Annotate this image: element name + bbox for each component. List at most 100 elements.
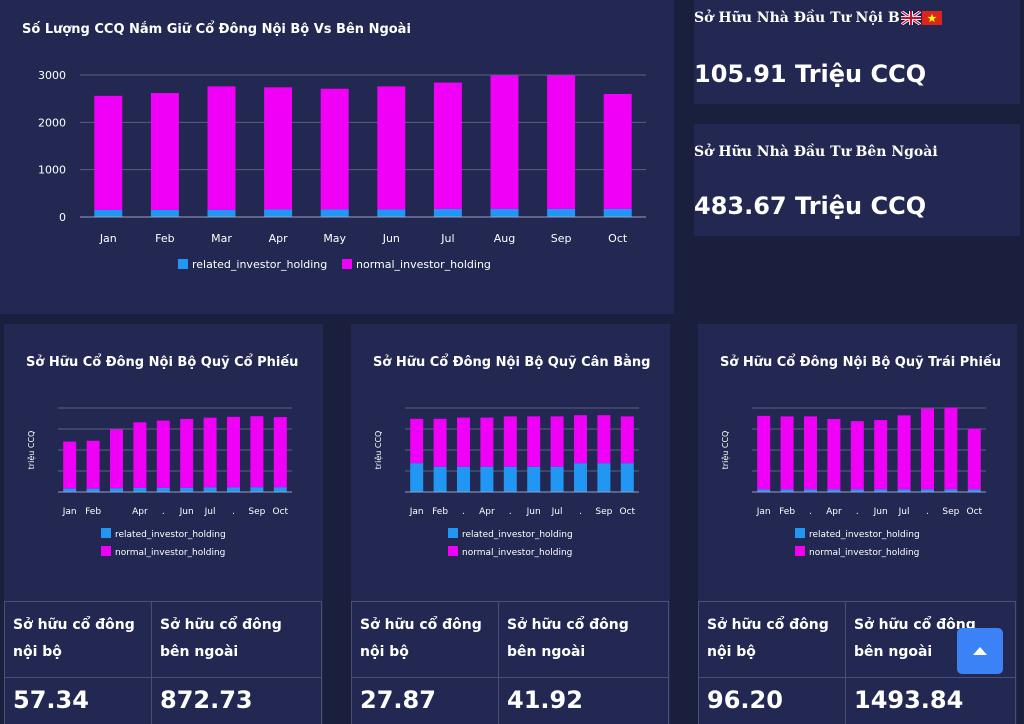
bar-related-jan bbox=[63, 488, 77, 492]
bar-related-oct bbox=[967, 489, 981, 492]
bar-normal-aug bbox=[490, 75, 519, 209]
scroll-to-top-button[interactable] bbox=[957, 628, 1003, 674]
bar-normal-mar bbox=[457, 417, 470, 467]
y-tick-label: 3000 bbox=[38, 69, 66, 82]
y-tick-label: 1000 bbox=[38, 164, 66, 177]
bar-related-feb bbox=[433, 466, 447, 492]
bar-normal-sep bbox=[547, 75, 576, 209]
equity-fund-title: Sở Hữu Cổ Đông Nội Bộ Quỹ Cổ Phiếu bbox=[26, 355, 299, 370]
x-tick-label: Jun bbox=[526, 507, 541, 517]
external-holding-header: Sở hữu cổ đông bên ngoài bbox=[151, 601, 322, 678]
bar-normal-jan bbox=[757, 415, 771, 490]
x-tick-label: Sep bbox=[595, 507, 612, 517]
foreign-holding-label: Sở Hữu Nhà Đầu Tư Bên Ngoài bbox=[694, 144, 938, 160]
bar-related-jul bbox=[203, 487, 217, 492]
bar-related-jan bbox=[757, 489, 771, 492]
legend-label-related: related_investor_holding bbox=[809, 530, 920, 540]
vn-flag-icon bbox=[921, 11, 942, 25]
internal-holding-header: Sở hữu cổ đông nội bộ bbox=[4, 601, 152, 678]
legend-swatch-related bbox=[178, 259, 188, 269]
bar-normal-may bbox=[503, 416, 517, 467]
bar-related-apr bbox=[480, 466, 494, 492]
x-tick-label: Sep bbox=[942, 507, 959, 517]
external-holding-value: 1493.84 bbox=[845, 677, 1016, 724]
bar-normal-jul bbox=[897, 415, 911, 490]
balanced-fund-table: Sở hữu cổ đông nội bộ Sở hữu cổ đông bên… bbox=[351, 601, 669, 724]
legend-label-normal: normal_investor_holding bbox=[115, 548, 225, 558]
bar-related-aug bbox=[921, 489, 934, 492]
x-tick-label: . bbox=[926, 507, 929, 517]
bar-related-feb bbox=[150, 209, 179, 217]
domestic-holding-value: 105.91 Triệu CCQ bbox=[694, 60, 927, 88]
bar-normal-mar bbox=[110, 429, 123, 489]
bar-normal-jul bbox=[433, 82, 462, 209]
domestic-holding-card: Sở Hữu Nhà Đầu Tư Nội B 105.91 Triệu CCQ bbox=[694, 0, 1020, 104]
domestic-holding-label: Sở Hữu Nhà Đầu Tư Nội B bbox=[694, 10, 942, 26]
bar-related-oct bbox=[620, 463, 634, 492]
external-holding-value: 872.73 bbox=[151, 677, 322, 724]
bar-normal-jan bbox=[410, 418, 424, 464]
bar-normal-feb bbox=[150, 92, 179, 210]
x-tick-label: Aug bbox=[494, 232, 515, 245]
x-tick-label: Oct bbox=[608, 232, 628, 245]
bar-normal-aug bbox=[574, 415, 587, 464]
bar-normal-oct bbox=[273, 417, 287, 488]
x-tick-label: Jul bbox=[204, 507, 216, 517]
equity-fund-chart: triệu CCQ Jan Feb Apr. Jun Jul. Sep Oct related_… bbox=[26, 407, 292, 558]
main-chart-title: Số Lượng CCQ Nắm Giữ Cổ Đông Nội Bộ Vs B… bbox=[22, 22, 411, 37]
x-tick-label: Jul bbox=[551, 507, 563, 517]
bond-fund-title: Sở Hữu Cổ Đông Nội Bộ Quỹ Trái Phiếu bbox=[720, 355, 1002, 370]
bar-related-mar bbox=[207, 209, 236, 217]
x-tick-label: Feb bbox=[432, 507, 448, 517]
x-tick-label: Feb bbox=[85, 507, 101, 517]
bar-normal-jun bbox=[874, 420, 888, 490]
internal-holding-value: 27.87 bbox=[351, 677, 499, 724]
x-tick-label: Jul bbox=[898, 507, 910, 517]
legend-label-related: related_investor_holding bbox=[192, 258, 327, 271]
x-tick-label: . bbox=[162, 507, 165, 517]
domestic-holding-label-text: Sở Hữu Nhà Đầu Tư Nội B bbox=[694, 10, 900, 26]
bar-normal-oct bbox=[603, 93, 632, 209]
bar-related-mar bbox=[804, 489, 817, 492]
bar-normal-aug bbox=[921, 408, 934, 490]
x-tick-label: Feb bbox=[155, 232, 174, 245]
main-stacked-bar-chart: 0 1000 2000 3000 Jan Feb Mar Apr May Jun Jul Aug Sep… bbox=[38, 69, 646, 271]
bar-related-may bbox=[503, 466, 517, 492]
bar-related-may bbox=[156, 487, 170, 492]
bar-normal-apr bbox=[133, 422, 147, 488]
legend-label-normal: normal_investor_holding bbox=[356, 258, 491, 271]
x-tick-label: Apr bbox=[132, 507, 148, 517]
bar-normal-apr bbox=[480, 417, 494, 467]
y-tick-label: 0 bbox=[59, 211, 66, 224]
x-tick-label: Oct bbox=[273, 507, 289, 517]
balanced-fund-title: Sở Hữu Cổ Đông Nội Bộ Quỹ Cân Bằng bbox=[373, 355, 651, 370]
x-tick-label: Jan bbox=[409, 507, 424, 517]
bar-related-jun bbox=[527, 466, 541, 492]
balanced-fund-chart: triệu CCQ Jan Feb. Apr. Jun Jul. Sep Oct related… bbox=[373, 407, 639, 558]
x-tick-label: Jun bbox=[873, 507, 888, 517]
x-tick-label: Jan bbox=[756, 507, 771, 517]
x-tick-label: . bbox=[462, 507, 465, 517]
x-tick-label: Jun bbox=[382, 232, 400, 245]
x-tick-label: . bbox=[809, 507, 812, 517]
bar-normal-may bbox=[850, 421, 864, 490]
bar-normal-jan bbox=[94, 95, 123, 210]
x-tick-label: . bbox=[232, 507, 235, 517]
legend-swatch-related bbox=[448, 528, 458, 538]
bond-fund-chart: triệu CCQ Jan Feb. Apr. Jun Jul. Sep Oct related… bbox=[720, 407, 986, 558]
y-tick-label: 2000 bbox=[38, 116, 66, 129]
bar-related-may bbox=[320, 209, 349, 217]
bar-related-jul bbox=[897, 489, 911, 492]
bar-normal-feb bbox=[433, 418, 447, 467]
bar-related-jan bbox=[94, 209, 123, 217]
legend-swatch-related bbox=[795, 528, 805, 538]
bar-related-oct bbox=[273, 487, 287, 492]
x-tick-label: . bbox=[856, 507, 859, 517]
bar-normal-mar bbox=[804, 416, 817, 490]
bar-normal-may bbox=[320, 88, 349, 210]
bar-normal-feb bbox=[780, 416, 794, 490]
x-tick-label: Mar bbox=[211, 232, 232, 245]
bar-normal-aug bbox=[227, 416, 240, 488]
bar-related-feb bbox=[86, 488, 100, 492]
x-tick-label: Jul bbox=[440, 232, 454, 245]
